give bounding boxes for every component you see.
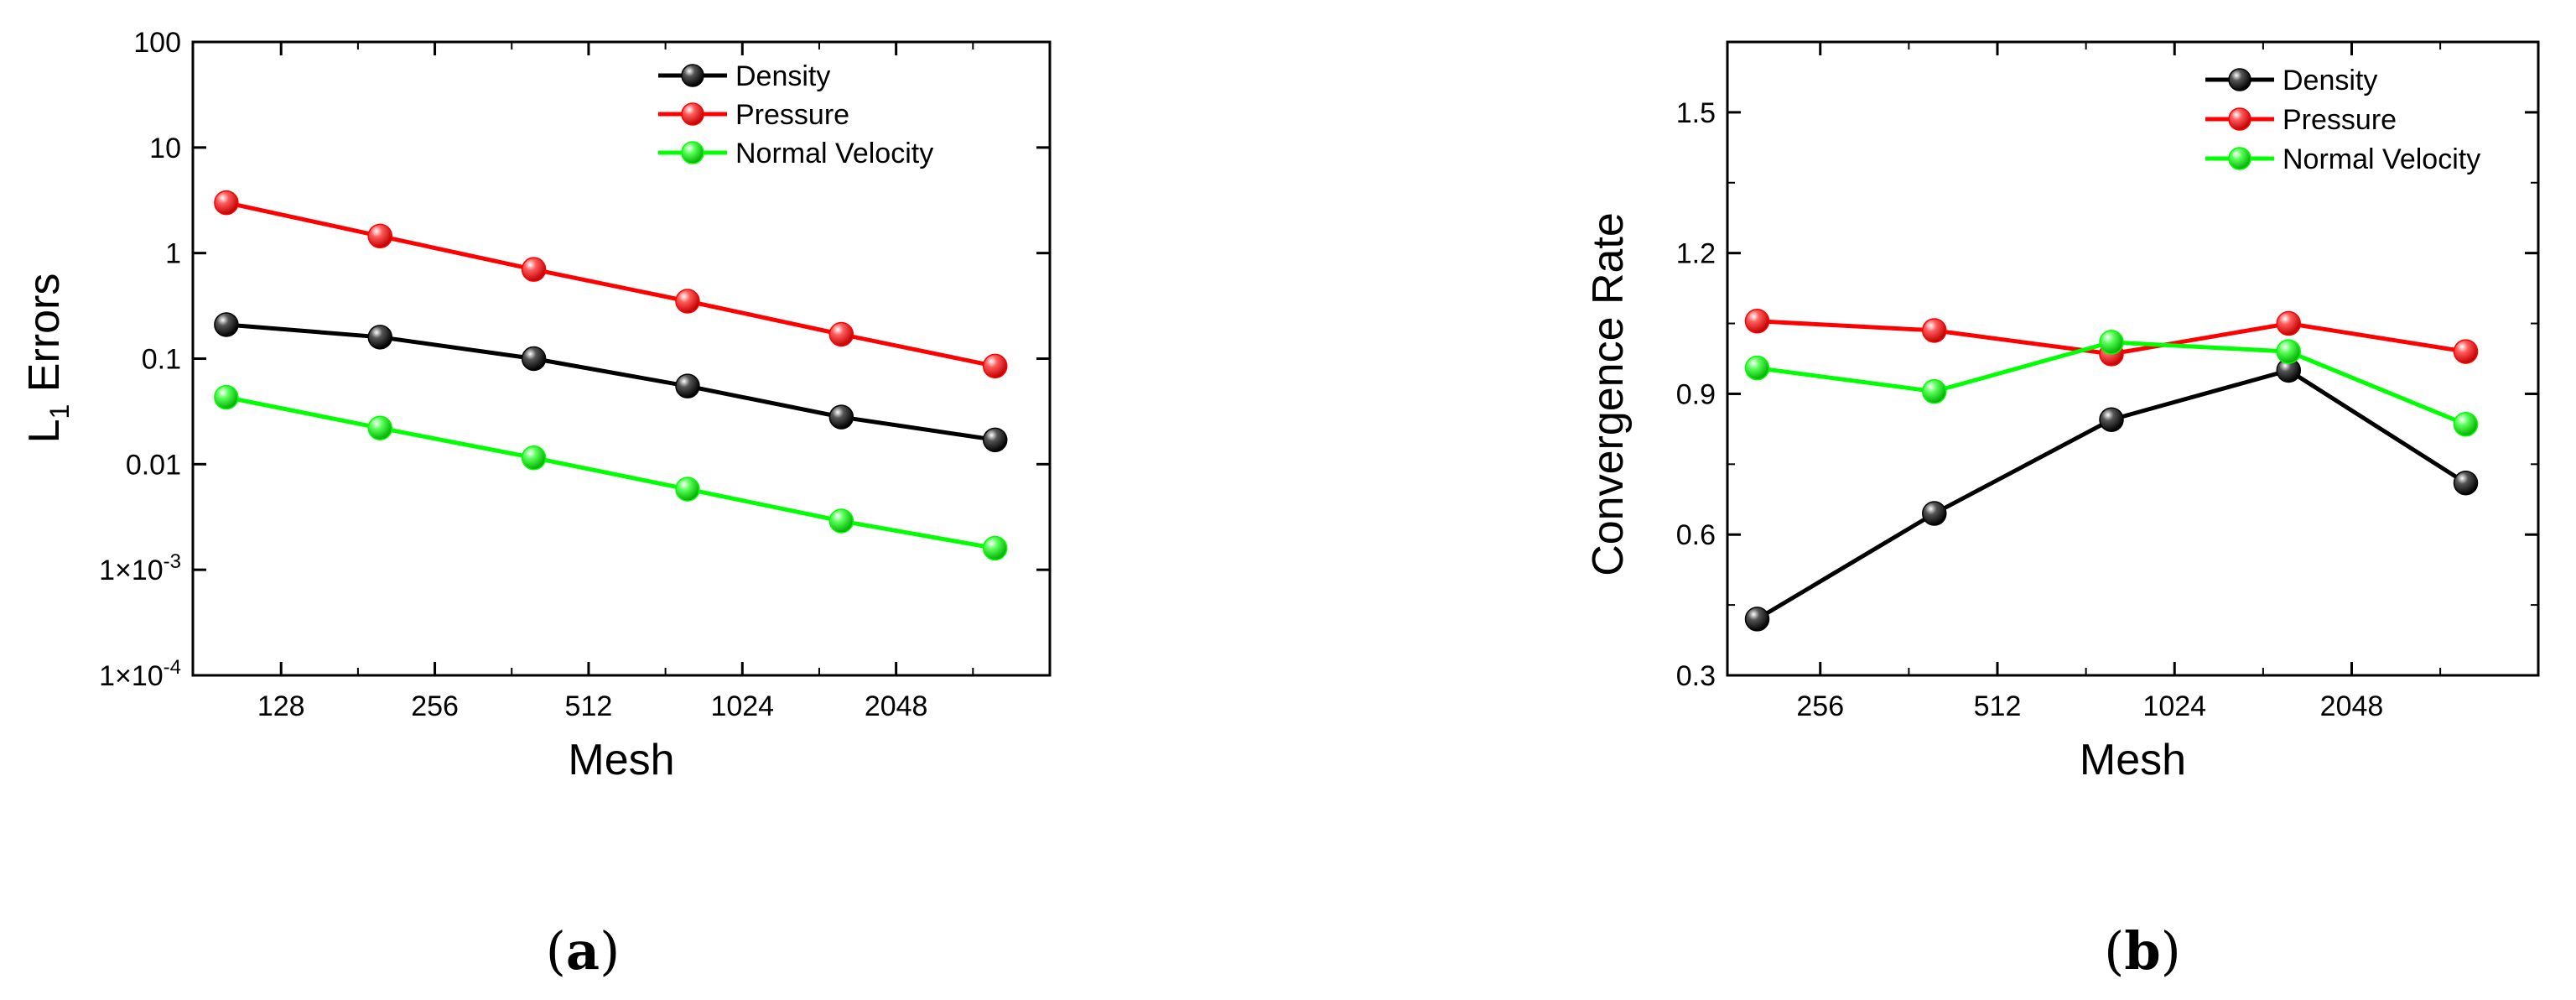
x-tick-label: 512 [565, 690, 613, 722]
x-tick-label: 256 [1796, 690, 1844, 722]
y-tick-label: 0.3 [1676, 660, 1716, 692]
data-point-density [2453, 470, 2479, 496]
data-point-normal_velocity [982, 535, 1008, 561]
data-point-pressure [982, 353, 1008, 379]
panel-label-part: ) [2161, 920, 2181, 982]
data-point-density [2099, 407, 2124, 432]
panel-label-part: ( [546, 920, 566, 982]
plot-frame [1726, 40, 2540, 677]
panel-label: (a) [546, 920, 621, 982]
data-point-density [828, 404, 854, 430]
data-point-normal_velocity [1744, 355, 1770, 381]
y-tick-label: 1×10-3 [99, 550, 181, 586]
x-tick-label: 2048 [2320, 690, 2384, 722]
panel-label-part: ( [2104, 920, 2124, 982]
legend-label: Density [735, 60, 830, 92]
y-tick-label: 0.9 [1676, 378, 1716, 410]
x-tick-label: 1024 [2142, 690, 2206, 722]
y-tick-label: 10 [149, 133, 181, 164]
series-line-density [226, 322, 996, 442]
y-tick-base: 0.01 [126, 449, 181, 481]
data-point-normal_velocity [2099, 330, 2124, 355]
legend-label: Normal Velocity [2283, 143, 2480, 175]
data-point-pressure [828, 321, 854, 347]
y-tick-exponent: -4 [164, 656, 181, 679]
data-point-density [521, 346, 547, 372]
chart-a: 128 256 512 1024 20481×10-41×10-30.010.11101… [20, 27, 1052, 982]
y-axis-title: L1 Errors [20, 273, 75, 444]
data-point-density [1922, 501, 1947, 526]
x-tick-label: 512 [1974, 690, 2022, 722]
y-tick-label: 100 [133, 27, 181, 59]
data-point-normal_velocity [214, 384, 239, 410]
data-point-normal_velocity [521, 445, 547, 471]
chart-b: 256 512 1024 2048 0.3 0.6 0.9 1.2 1.5 Mesh Converg… [1584, 40, 2540, 982]
data-point-pressure [2453, 339, 2479, 364]
legend-marker-normal_velocity [681, 141, 704, 164]
data-point-density [214, 312, 239, 337]
y-axis-title-rest: Errors [20, 273, 69, 404]
y-tick-base: 10 [149, 133, 181, 164]
data-point-density [367, 325, 393, 350]
legend-label: Density [2283, 65, 2377, 96]
x-axis-title: Mesh [568, 736, 674, 784]
data-point-pressure [1922, 318, 1947, 343]
y-tick-base: 1×10 [99, 555, 164, 586]
y-tick-base: 1 [165, 238, 181, 270]
panel-label: (b) [2104, 920, 2181, 982]
data-point-density [982, 427, 1008, 453]
data-point-normal_velocity [2453, 412, 2479, 437]
x-tick-label: 256 [411, 690, 459, 722]
x-tick-label: 2048 [865, 690, 928, 722]
series-line-normal_velocity [226, 395, 996, 550]
panel-label-part: ) [600, 920, 620, 982]
legend-marker-pressure [681, 102, 704, 126]
data-point-normal_velocity [828, 508, 854, 534]
data-point-density [675, 373, 700, 398]
y-tick-label: 1 [165, 238, 181, 270]
legend-marker-normal_velocity [2228, 147, 2251, 170]
legend-marker-pressure [2228, 107, 2251, 131]
y-tick-base: 1×10 [99, 660, 164, 692]
y-tick-base: 0.1 [142, 344, 181, 376]
y-tick-label: 1×10-4 [99, 656, 181, 692]
y-axis-title-subscript: 1 [44, 404, 75, 419]
y-tick-label: 0.01 [126, 449, 181, 481]
y-tick-label: 1.5 [1676, 97, 1716, 129]
panel-label-part: a [566, 920, 600, 982]
data-point-normal_velocity [367, 415, 393, 440]
legend-label: Pressure [735, 99, 849, 131]
data-point-pressure [521, 257, 547, 282]
x-tick-label: 128 [257, 690, 305, 722]
x-axis-title: Mesh [2080, 736, 2186, 784]
data-point-normal_velocity [1922, 378, 1947, 404]
y-tick-label: 0.1 [142, 344, 181, 376]
y-tick-label: 0.6 [1676, 519, 1716, 551]
data-point-pressure [2276, 310, 2302, 336]
legend-marker-density [681, 64, 704, 87]
y-axis-title-main: L [20, 419, 69, 443]
legend-marker-density [2228, 68, 2251, 91]
data-point-normal_velocity [675, 477, 700, 502]
legend-label: Normal Velocity [735, 138, 933, 169]
x-tick-label: 1024 [710, 690, 774, 722]
data-point-pressure [214, 190, 239, 216]
y-tick-label: 1.2 [1676, 238, 1716, 270]
panel-label-part: b [2124, 920, 2160, 982]
y-axis-title: Convergence Rate [1584, 212, 1633, 576]
data-point-pressure [675, 289, 700, 314]
y-tick-exponent: -3 [164, 550, 181, 573]
data-point-pressure [1744, 309, 1770, 334]
data-point-normal_velocity [2276, 339, 2302, 364]
series-line-pressure [226, 201, 996, 368]
y-tick-base: 100 [133, 27, 181, 59]
legend-label: Pressure [2283, 104, 2397, 136]
data-point-density [1744, 607, 1770, 632]
data-point-pressure [367, 223, 393, 249]
